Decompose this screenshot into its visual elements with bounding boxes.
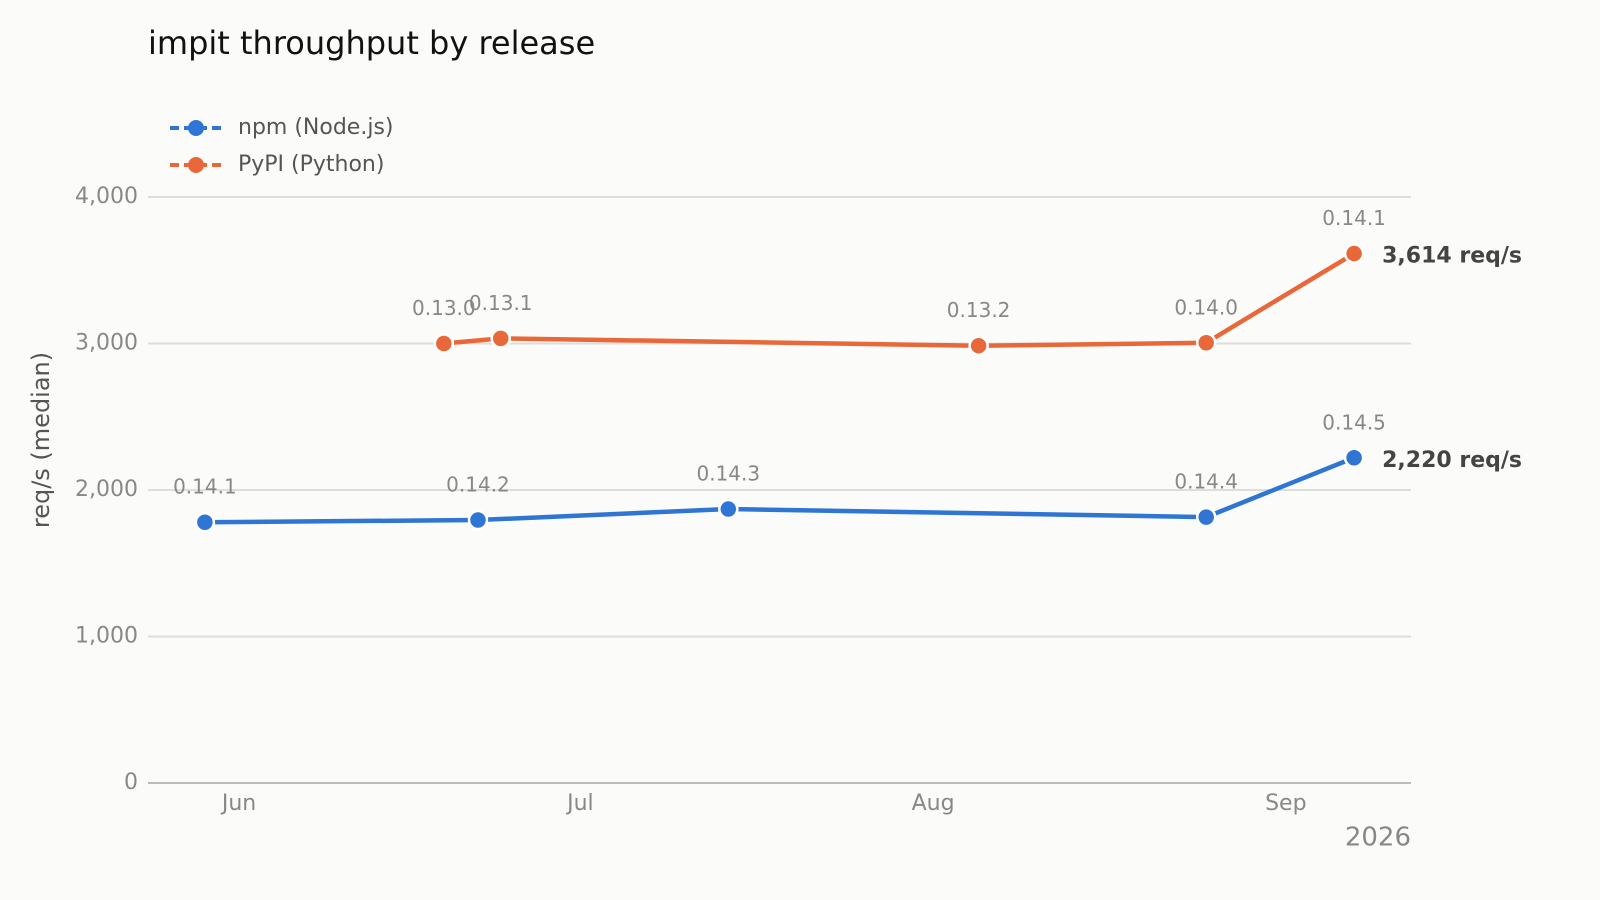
point-label: 0.14.4 (1174, 470, 1238, 494)
x-tick-label: Aug (912, 791, 955, 816)
point-label: 0.14.3 (696, 462, 760, 486)
x-tick-label: Sep (1265, 791, 1306, 816)
point-label: 0.13.1 (469, 291, 533, 315)
legend-marker (188, 157, 204, 173)
point-label: 0.13.2 (947, 298, 1011, 322)
point-label: 0.14.5 (1322, 410, 1386, 434)
point-label: 0.13.0 (412, 296, 476, 320)
y-tick-label: 1,000 (75, 624, 138, 649)
data-point (433, 333, 455, 354)
y-axis-label: req/s (median) (27, 352, 55, 528)
legend-label: npm (Node.js) (238, 115, 393, 140)
point-label: 0.14.2 (446, 473, 510, 497)
x-axis-label: 2026 (1345, 823, 1411, 853)
y-tick-label: 2,000 (75, 477, 138, 502)
y-tick-label: 3,000 (75, 331, 138, 356)
x-tick-label: Jun (220, 791, 256, 816)
data-point (718, 498, 739, 520)
x-tick-label: Jul (565, 791, 594, 816)
chart-title: impit throughput by release (148, 24, 595, 62)
legend-marker (188, 120, 204, 136)
point-label: 0.14.1 (1322, 206, 1386, 230)
y-tick-label: 4,000 (75, 184, 138, 209)
value-label: 3,614 req/s (1382, 244, 1522, 269)
y-tick-label: 0 (124, 770, 138, 795)
data-point (490, 328, 511, 349)
data-point (1343, 243, 1365, 264)
point-label: 0.14.1 (173, 475, 237, 499)
data-point (968, 335, 989, 356)
data-point (1195, 506, 1217, 528)
data-point (1343, 447, 1365, 469)
legend-label: PyPI (Python) (238, 152, 384, 177)
data-point (1195, 332, 1217, 354)
point-label: 0.14.0 (1174, 295, 1238, 319)
value-label: 2,220 req/s (1382, 448, 1522, 473)
data-point (467, 509, 489, 531)
data-point (194, 511, 216, 533)
